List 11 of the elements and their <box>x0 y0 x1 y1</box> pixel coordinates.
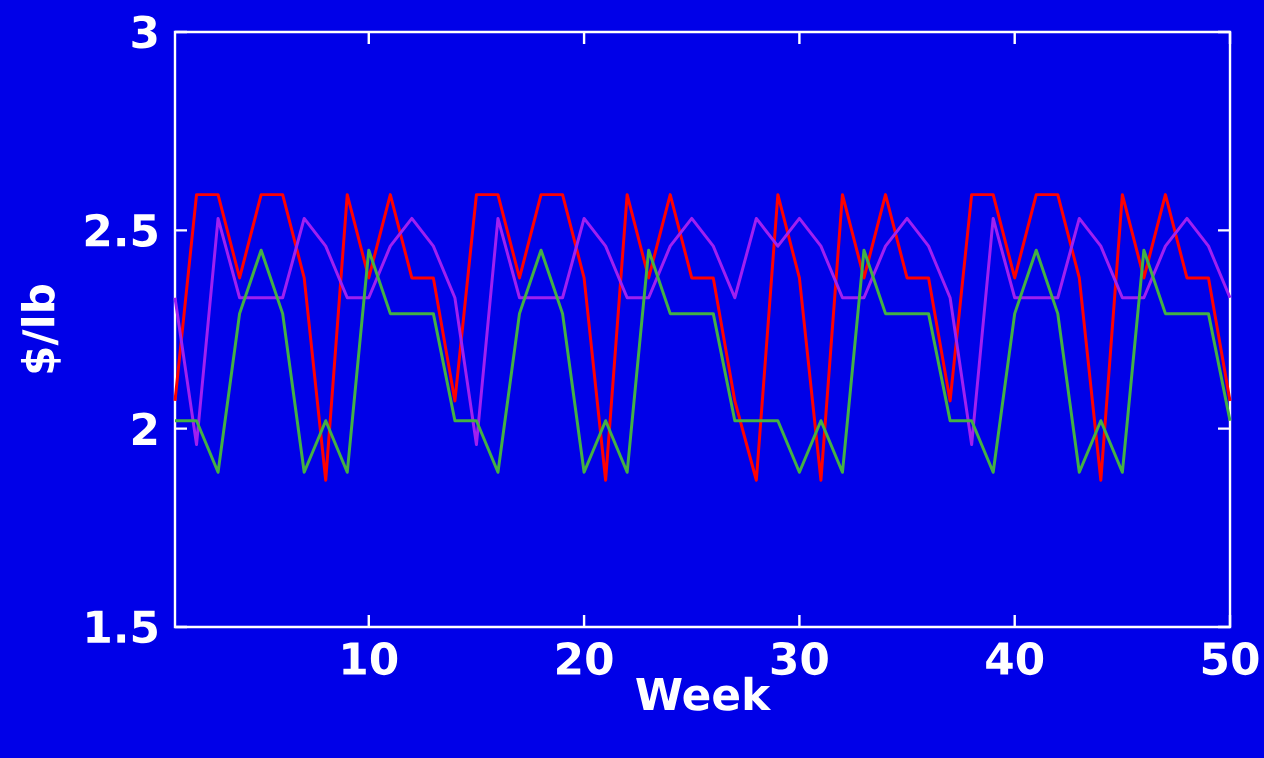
y-tick-label: 3 <box>132 15 157 49</box>
x-tick-label: 40 <box>986 642 1044 676</box>
y-tick-label: 2.5 <box>85 213 157 247</box>
y-tick-label: 1.5 <box>87 610 157 644</box>
y-tick-label: 2 <box>132 412 157 445</box>
x-axis-title: Week <box>636 676 772 711</box>
x-tick-label: 10 <box>343 642 398 676</box>
x-tick-label: 30 <box>771 642 828 676</box>
x-tick-label: 50 <box>1202 642 1259 676</box>
y-axis-title: $/lb <box>20 285 61 373</box>
x-tick-label: 20 <box>557 642 613 676</box>
